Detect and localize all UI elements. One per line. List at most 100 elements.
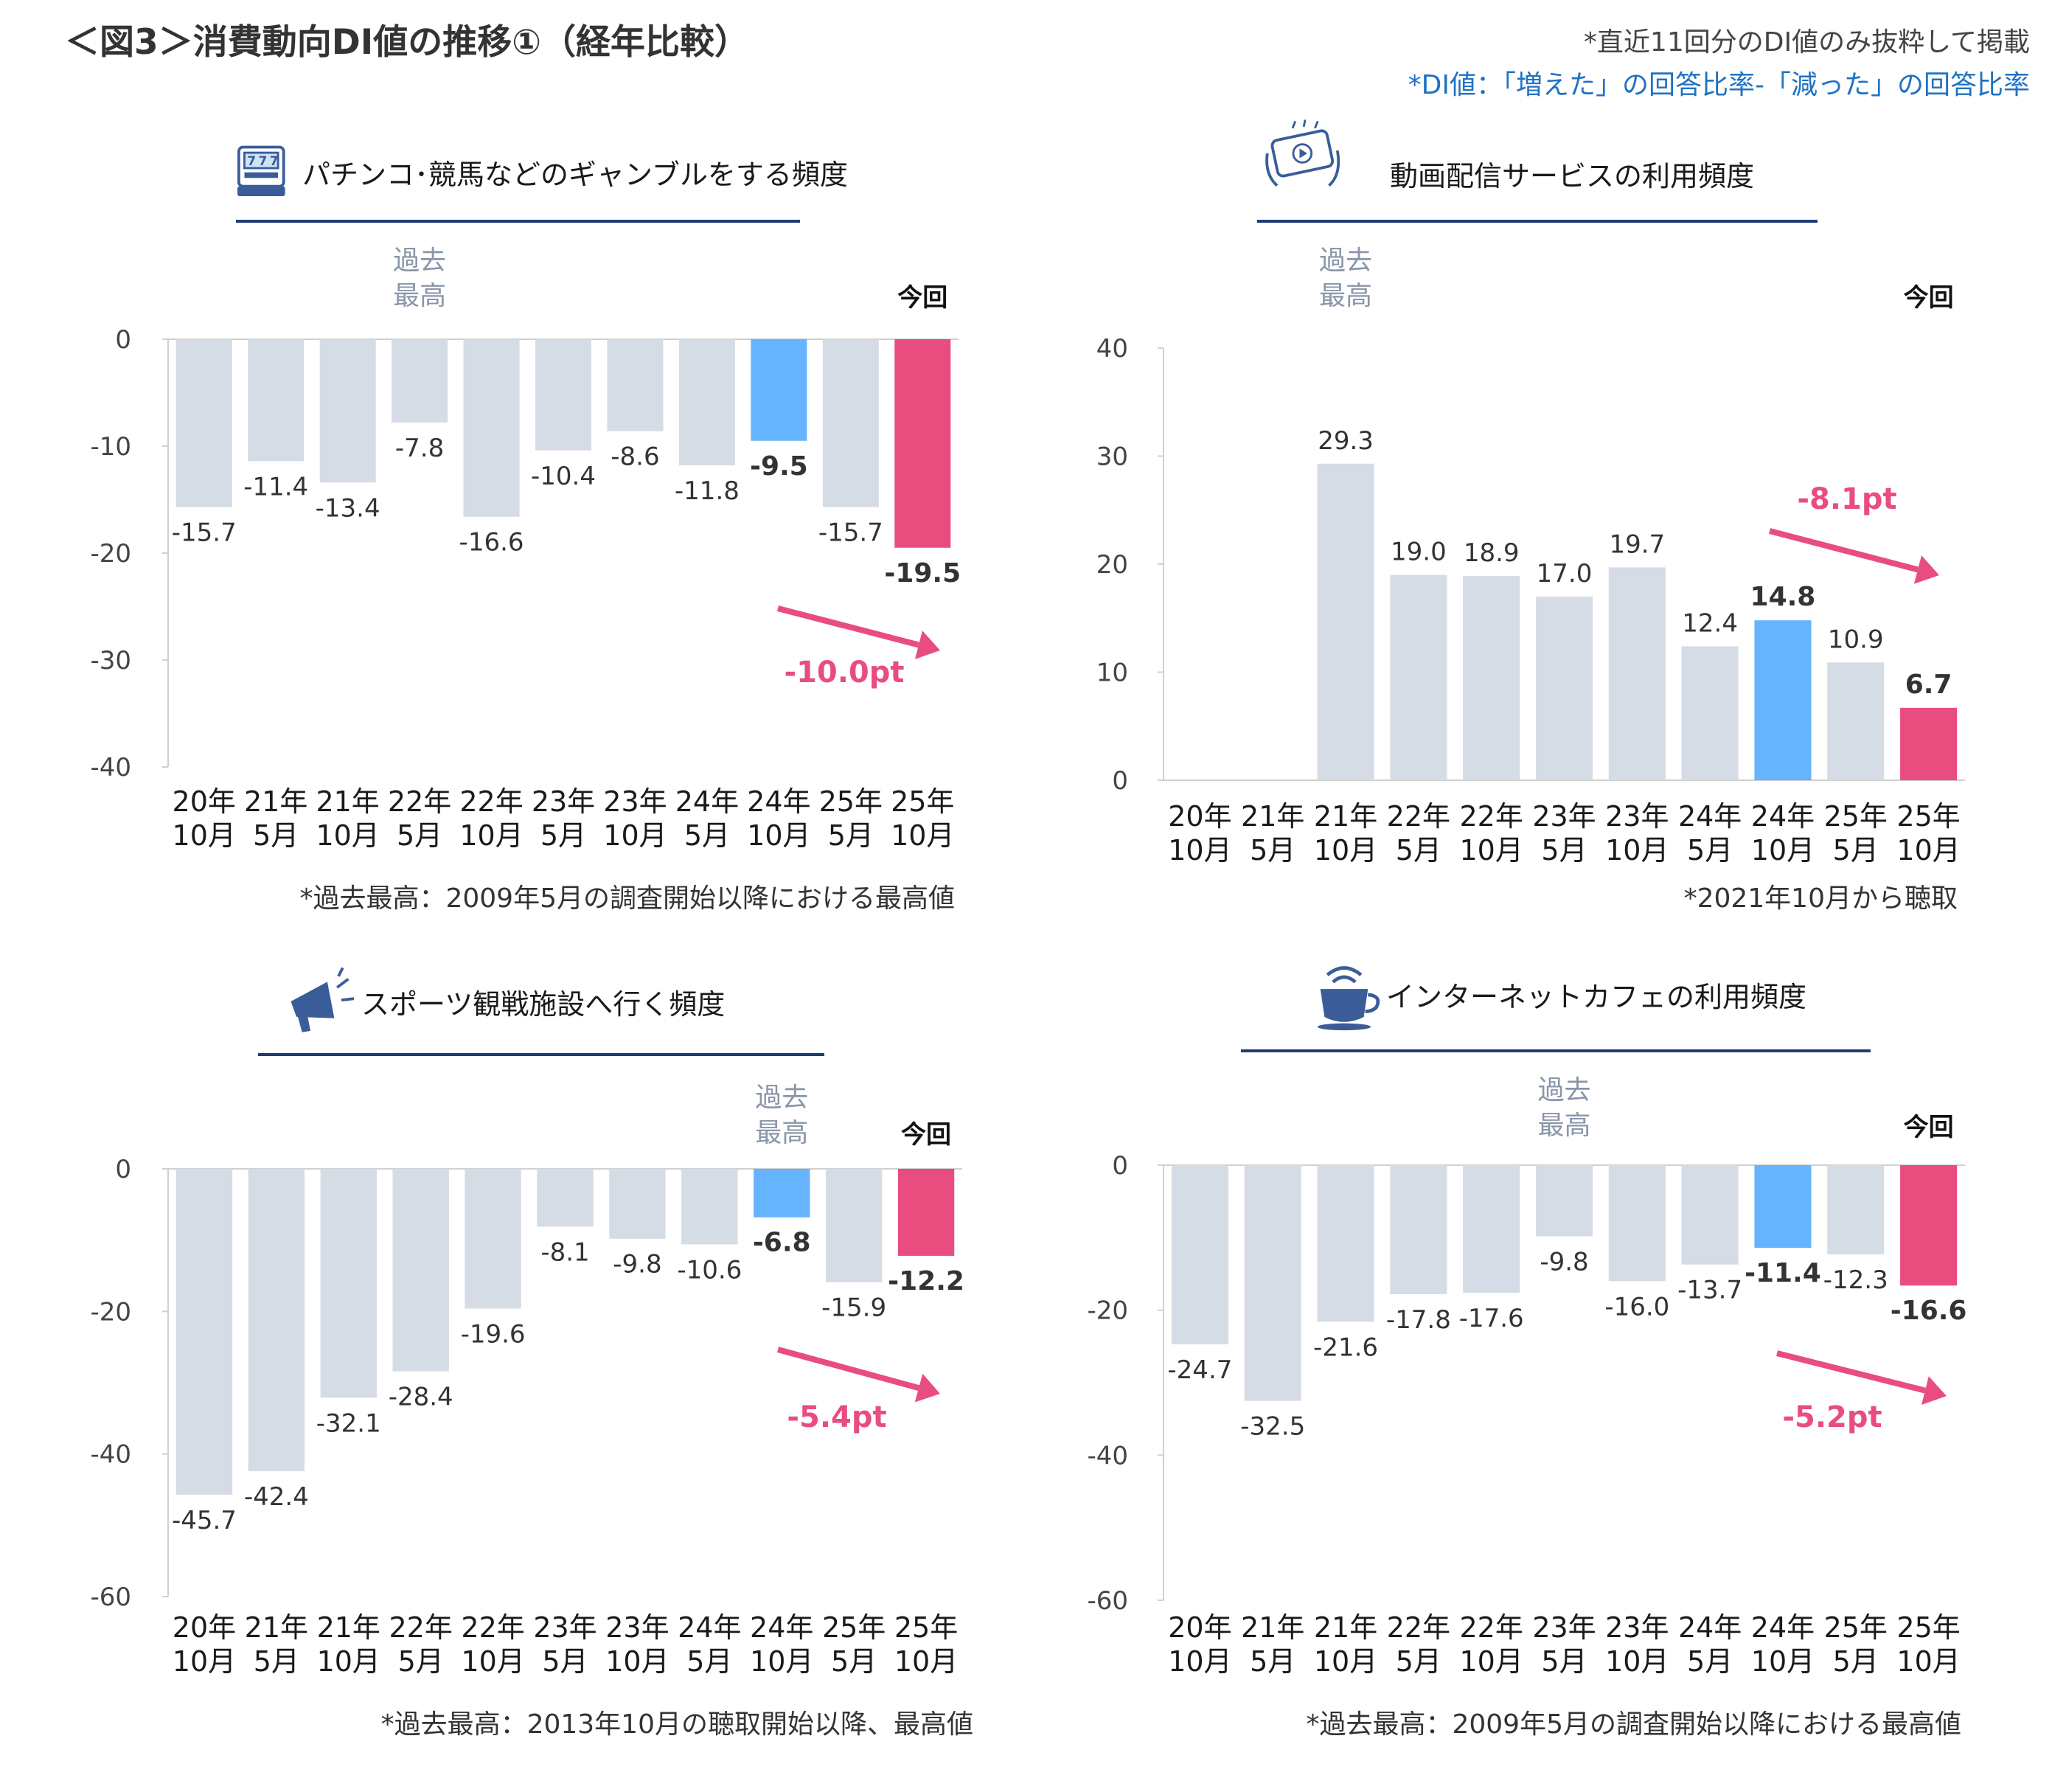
bar <box>1608 1165 1666 1282</box>
x-tick-label: 24年 <box>1751 800 1815 833</box>
bar <box>1900 707 1958 780</box>
value-label: -9.8 <box>613 1250 661 1279</box>
value-label: -11.8 <box>675 476 740 506</box>
change-arrowhead <box>1913 555 1939 584</box>
x-tick-label: 5月 <box>1396 834 1441 867</box>
x-tick-label: 5月 <box>1250 834 1295 867</box>
chart-footnote: *2021年10月から聴取 <box>1684 883 1958 914</box>
x-tick-label: 22年 <box>388 785 451 818</box>
x-tick-label: 5月 <box>542 1645 588 1678</box>
value-label: -10.4 <box>531 462 596 491</box>
value-label: -19.6 <box>461 1319 526 1349</box>
y-tick-label: -20 <box>90 1297 131 1327</box>
x-tick-label: 23年 <box>532 785 595 818</box>
x-tick-label: 5月 <box>253 819 299 852</box>
bar <box>822 339 879 507</box>
value-label: -24.7 <box>1167 1355 1232 1385</box>
chart-internet-cafe: インターネットカフェの利用頻度 0 -20 -40 -60 -24.7 20年 10月 -32.… <box>1026 944 2051 1792</box>
bar <box>897 1169 955 1256</box>
bar <box>894 339 951 548</box>
x-tick-label: 10月 <box>1896 834 1960 867</box>
bar <box>1317 1165 1374 1322</box>
x-tick-label: 21年 <box>1241 1611 1304 1644</box>
y-tick-label: 0 <box>115 325 131 355</box>
x-tick-label: 24年 <box>678 1611 741 1644</box>
x-tick-label: 25年 <box>1896 800 1960 833</box>
bar <box>609 1169 666 1239</box>
x-tick-label: 25年 <box>1824 1611 1888 1644</box>
x-tick-label: 10月 <box>173 1645 236 1678</box>
value-label: -8.6 <box>611 442 659 472</box>
value-label: 12.4 <box>1682 608 1738 638</box>
x-tick-label: 25年 <box>894 1611 958 1644</box>
chart-footnote: *過去最高：2013年10月の聴取開始以降、最高値 <box>381 1709 973 1740</box>
chart-svg: インターネットカフェの利用頻度0-20-40-60-24.720年10月-32.… <box>1087 966 1966 1740</box>
value-label: -32.1 <box>316 1409 381 1438</box>
bar <box>320 1169 377 1398</box>
change-label: -8.1pt <box>1797 482 1896 516</box>
x-tick-label: 5月 <box>1687 834 1733 867</box>
value-label: -15.7 <box>172 518 237 548</box>
bar <box>1900 1165 1958 1286</box>
x-tick-label: 5月 <box>1833 1645 1879 1678</box>
x-tick-label: 20年 <box>173 1611 236 1644</box>
y-tick-label: 30 <box>1096 442 1128 472</box>
x-tick-label: 10月 <box>894 1645 958 1678</box>
bar <box>248 339 305 462</box>
bar <box>1608 567 1666 780</box>
chart-footnote: *過去最高：2009年5月の調査開始以降における最高値 <box>1306 1709 1961 1740</box>
x-tick-label: 5月 <box>540 819 586 852</box>
value-label: 19.7 <box>1609 529 1665 559</box>
current-label: 今回 <box>897 283 947 313</box>
x-tick-label: 10月 <box>1896 1645 1960 1678</box>
bar <box>248 1169 305 1471</box>
coffee-wifi-icon <box>1317 966 1380 1031</box>
bar <box>175 339 232 507</box>
bar <box>825 1169 883 1282</box>
value-label: -19.5 <box>884 558 961 588</box>
x-tick-label: 21年 <box>317 1611 380 1644</box>
x-tick-label: 5月 <box>398 1645 444 1678</box>
chart-title: 動画配信サービスの利用頻度 <box>1390 160 1754 192</box>
value-label: -17.6 <box>1459 1304 1524 1333</box>
x-tick-label: 5月 <box>828 819 874 852</box>
x-tick-label: 10月 <box>750 1645 813 1678</box>
chart-gambling: パチンコ･競馬などのギャンブルをする頻度 7 7 7 0 -10 -20 -30 -40 -15.… <box>0 118 1026 966</box>
value-label: -15.9 <box>821 1293 886 1323</box>
value-label: -8.1 <box>540 1237 589 1267</box>
x-tick-label: 5月 <box>1541 834 1587 867</box>
value-label: -6.8 <box>753 1228 811 1258</box>
bar <box>1681 1165 1739 1265</box>
y-tick-label: 0 <box>1112 766 1128 796</box>
x-tick-label: 10月 <box>1460 834 1523 867</box>
x-tick-label: 21年 <box>316 785 379 818</box>
change-arrowhead <box>914 1373 940 1403</box>
x-tick-label: 10月 <box>173 819 236 852</box>
bar <box>537 1169 594 1227</box>
value-label: -17.8 <box>1386 1305 1451 1335</box>
bar <box>681 1169 738 1245</box>
x-tick-label: 10月 <box>1751 834 1815 867</box>
x-tick-label: 24年 <box>1751 1611 1815 1644</box>
bar <box>175 1169 233 1495</box>
x-tick-label: 21年 <box>1241 800 1304 833</box>
bar <box>1754 620 1812 780</box>
x-tick-label: 10月 <box>1605 834 1669 867</box>
video-streaming-icon <box>1265 119 1340 187</box>
chart-title: インターネットカフェの利用頻度 <box>1386 981 1806 1013</box>
x-tick-label: 25年 <box>1824 800 1888 833</box>
bar <box>465 1169 521 1309</box>
x-tick-label: 5月 <box>397 819 442 852</box>
value-label: 19.0 <box>1391 538 1447 567</box>
past-high-label: 過去 <box>755 1083 808 1113</box>
x-tick-label: 20年 <box>1168 1611 1231 1644</box>
svg-text:7: 7 <box>259 154 268 169</box>
x-tick-label: 21年 <box>1314 1611 1377 1644</box>
x-tick-label: 5月 <box>686 1645 732 1678</box>
x-tick-label: 24年 <box>750 1611 813 1644</box>
change-arrow <box>1768 528 1919 573</box>
past-high-label: 過去 <box>393 246 446 276</box>
past-high-label: 過去 <box>1537 1075 1590 1105</box>
bar <box>392 339 448 423</box>
value-label: -10.6 <box>677 1255 742 1285</box>
